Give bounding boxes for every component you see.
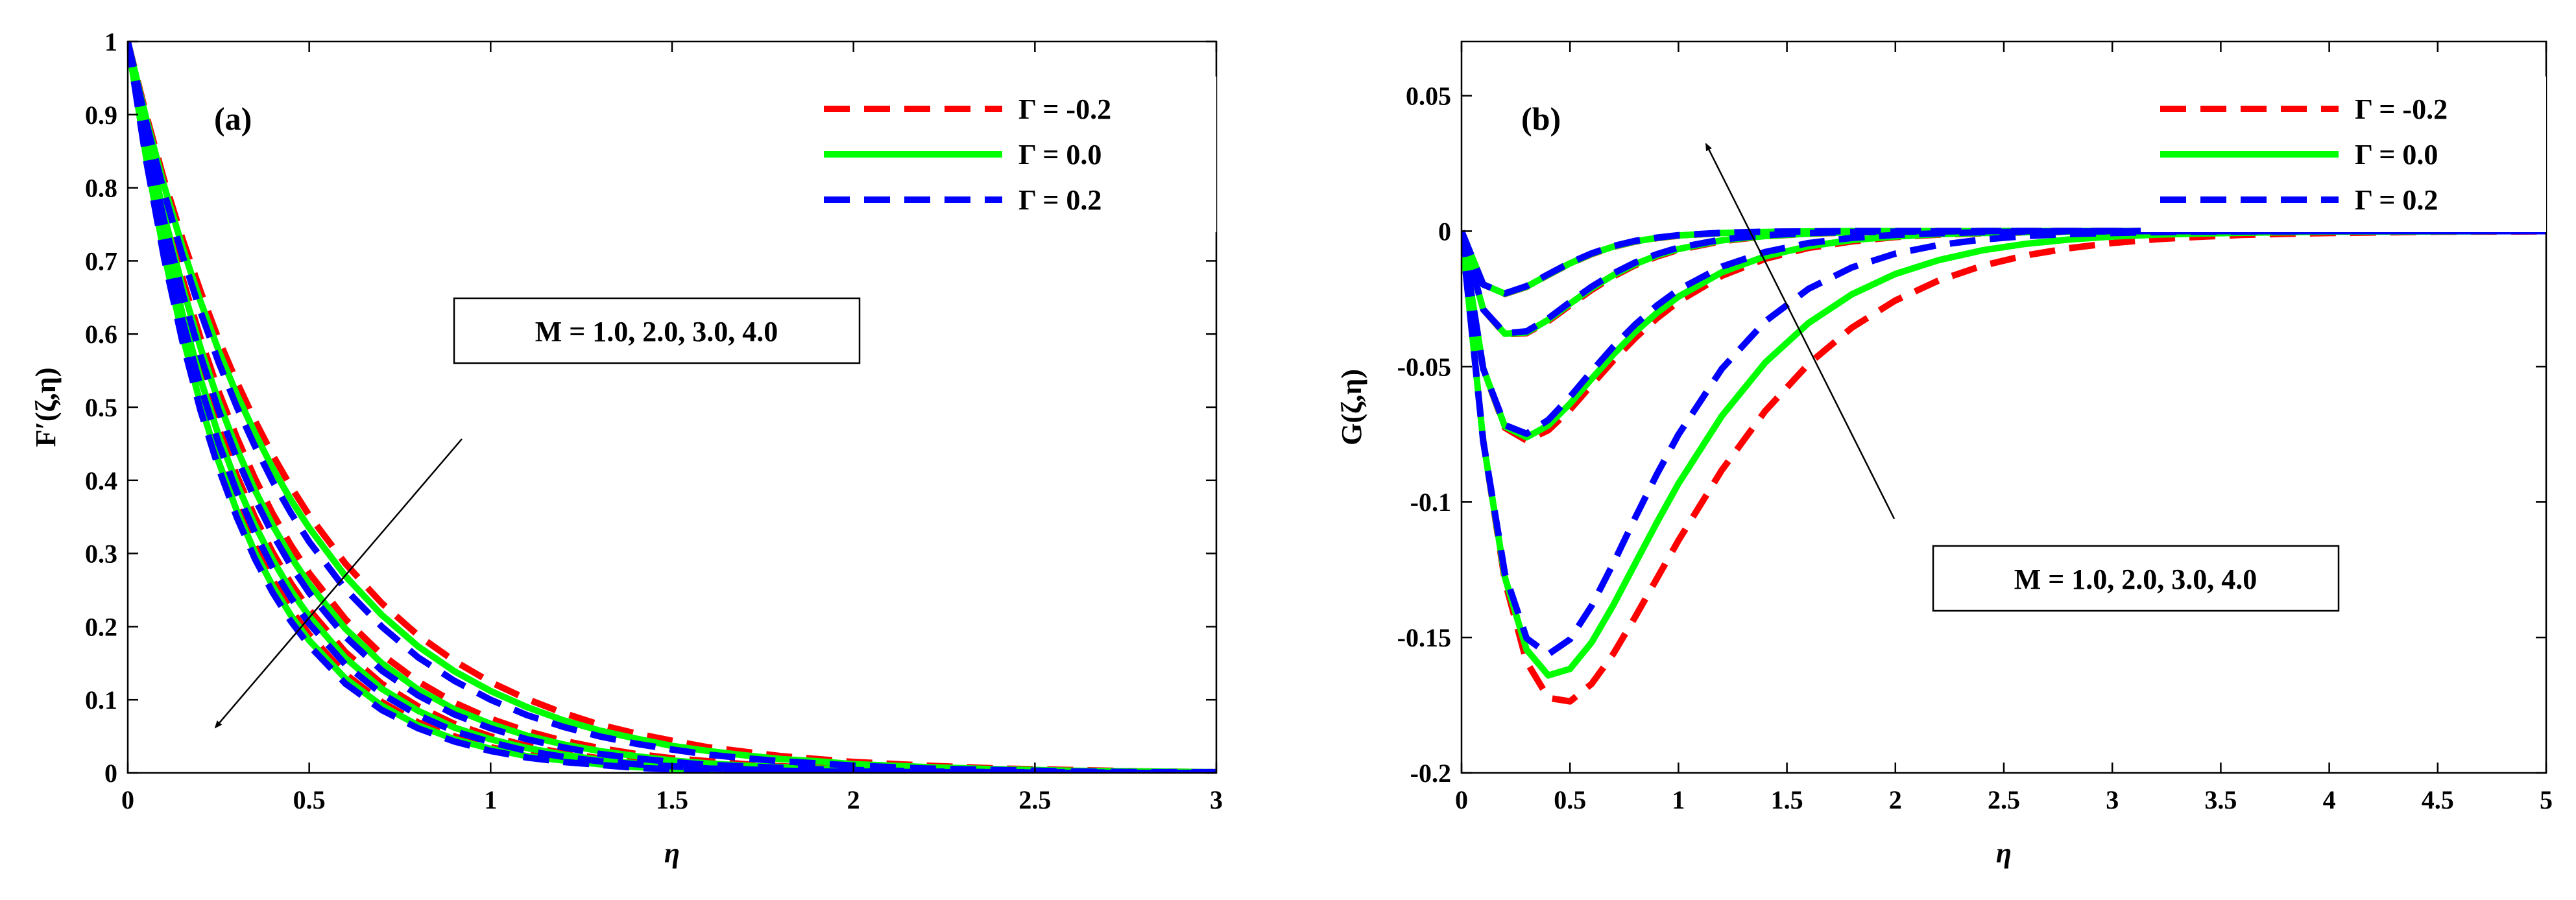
- x-tick-label: 0: [121, 785, 134, 814]
- y-tick-label: -0.15: [1397, 623, 1451, 652]
- x-tick-label: 0.5: [293, 785, 326, 814]
- legend: Γ = -0.2 Γ = 0.0 Γ = 0.2: [2141, 77, 2546, 232]
- series-line: Γ = -0.2, M = 1.0: [1462, 228, 2546, 705]
- y-tick-label: 0.4: [85, 466, 117, 495]
- y-tick-label: 0.3: [85, 539, 117, 569]
- x-axis-label: η: [664, 837, 680, 869]
- panel-label: (a): [214, 101, 252, 137]
- x-tick-label: 0: [1455, 785, 1468, 814]
- y-tick-label: 0.8: [85, 174, 117, 203]
- x-tick-label: 2.5: [1988, 785, 2020, 814]
- x-tick-label: 3.5: [2204, 785, 2237, 814]
- x-tick-label: 3: [2106, 785, 2119, 814]
- chart-panel-a: Γ = -0.2, M = 1.0Γ = -0.2, M = 2.0Γ = -0…: [30, 27, 1223, 869]
- legend-label: Γ = -0.2: [2355, 93, 2448, 125]
- panel-label: (b): [1521, 101, 1561, 137]
- annotation-arrow: [1705, 143, 1896, 519]
- y-tick-label: 0.2: [85, 612, 117, 641]
- x-tick-label: 2.5: [1018, 785, 1051, 814]
- y-tick-label: -0.1: [1410, 488, 1451, 517]
- x-tick-label: 0.5: [1554, 785, 1586, 814]
- y-tick-label: 0: [1438, 217, 1451, 246]
- x-tick-label: 1.5: [656, 785, 688, 814]
- annotation: M = 1.0, 2.0, 3.0, 4.0: [214, 297, 861, 729]
- chart-panel-b: Γ = -0.2, M = 1.0Γ = -0.2, M = 2.0Γ = -0…: [1336, 40, 2553, 869]
- x-tick-label: 3: [1210, 785, 1223, 814]
- annotation-text: M = 1.0, 2.0, 3.0, 4.0: [2014, 563, 2257, 595]
- annotation-box: [1932, 545, 2340, 612]
- y-tick-label: 0.1: [85, 685, 117, 715]
- y-axis-label: F′(ζ,η): [30, 368, 62, 447]
- x-tick-label: 1.5: [1771, 785, 1803, 814]
- y-tick-label: 0.5: [85, 393, 117, 422]
- annotation: M = 1.0, 2.0, 3.0, 4.0: [1705, 143, 2340, 612]
- y-tick-label: 0.9: [85, 101, 117, 130]
- x-tick-label: 2: [847, 785, 860, 814]
- annotation-arrow: [214, 438, 463, 729]
- legend-label: Γ = 0.2: [1018, 184, 1101, 216]
- y-tick-label: 1: [104, 27, 117, 56]
- series-line: Γ = 0.2, M = 1.0: [1462, 228, 2546, 657]
- legend-label: Γ = 0.2: [2355, 184, 2438, 216]
- legend-label: Γ = 0.0: [2355, 139, 2438, 171]
- x-tick-label: 1: [1672, 785, 1685, 814]
- x-tick-label: 1: [484, 785, 497, 814]
- axis-ticks: 0 0.5 1 1.5 2 2.5 3 0 0.1 0.2 0.3 0.4 0.5 0.6 0.7 0.8 0.…: [85, 27, 1223, 814]
- axis-ticks: 0 0.5 1 1.5 2 2.5 3 3.5 4 4.5 5 -0.2 -0.15 -0.1 -0.05 0…: [1397, 41, 2553, 814]
- legend-label: Γ = -0.2: [1018, 93, 1111, 125]
- y-axis-label: G(ζ,η): [1336, 369, 1367, 445]
- legend-label: Γ = 0.0: [1018, 139, 1101, 171]
- series-line: Γ = 0.2, M = 3.0: [128, 41, 1216, 773]
- y-tick-label: 0.05: [1406, 82, 1451, 111]
- y-tick-label: 0.6: [85, 320, 117, 349]
- x-tick-label: 4: [2323, 785, 2336, 814]
- y-tick-label: 0.7: [85, 246, 117, 276]
- legend: Γ = -0.2 Γ = 0.0 Γ = 0.2: [804, 77, 1216, 232]
- y-tick-label: 0: [104, 759, 117, 788]
- x-tick-label: 4.5: [2422, 785, 2454, 814]
- annotation-box: [453, 297, 861, 364]
- y-tick-label: -0.05: [1397, 352, 1451, 381]
- x-tick-label: 2: [1889, 785, 1902, 814]
- x-tick-label: 5: [2540, 785, 2553, 814]
- x-axis-label: η: [1996, 837, 2012, 869]
- y-tick-label: -0.2: [1410, 759, 1451, 788]
- annotation-text: M = 1.0, 2.0, 3.0, 4.0: [535, 316, 778, 348]
